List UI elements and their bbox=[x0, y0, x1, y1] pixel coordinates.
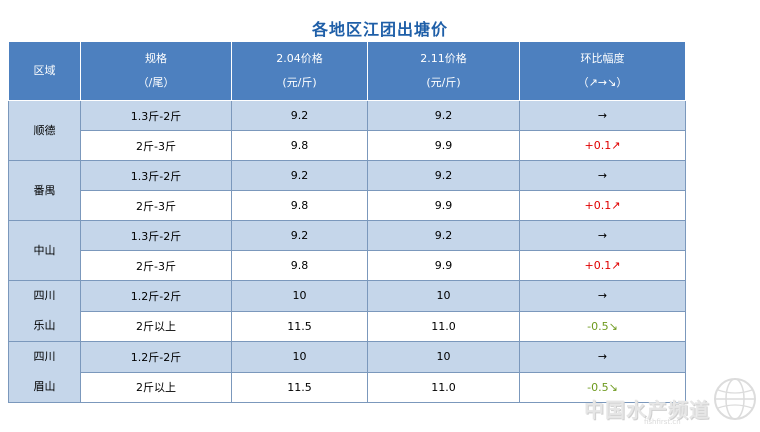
price-0204-cell: 9.8 bbox=[231, 190, 368, 221]
table-row: 顺德 1.3斤-2斤 9.2 9.2 → bbox=[8, 100, 686, 161]
spec-cell: 1.3斤-2斤 bbox=[80, 220, 232, 251]
change-cell: → bbox=[519, 160, 686, 191]
change-cell: +0.1↗ bbox=[519, 190, 686, 221]
change-cell: → bbox=[519, 220, 686, 251]
price-0211-cell: 9.2 bbox=[367, 160, 520, 191]
spec-cell: 1.2斤-2斤 bbox=[80, 280, 232, 312]
header-price-0211: 2.11价格 (元/斤) bbox=[367, 41, 520, 101]
price-0204-cell: 9.8 bbox=[231, 130, 368, 161]
header-region: 区域 bbox=[8, 41, 81, 101]
change-cell: -0.5↘ bbox=[519, 310, 686, 342]
price-0204-cell: 10 bbox=[231, 280, 368, 312]
price-0211-cell: 9.2 bbox=[367, 220, 520, 251]
table-row: 2斤-3斤 9.8 9.9 +0.1↗ bbox=[9, 190, 686, 221]
watermark-url: fishfirst.cn bbox=[644, 418, 681, 426]
price-0211-cell: 9.9 bbox=[367, 190, 520, 221]
region-cell: 中山 bbox=[8, 220, 81, 281]
spec-cell: 2斤以上 bbox=[80, 310, 232, 342]
table-row: 2斤-3斤 9.8 9.9 +0.1↗ bbox=[9, 250, 686, 281]
table-row: 2斤以上 11.5 11.0 -0.5↘ bbox=[9, 310, 686, 342]
price-0204-cell: 9.2 bbox=[231, 160, 368, 191]
header-row: 区域 规格 （/尾） 2.04价格 (元/斤) 2.11价格 (元/斤) 环比幅… bbox=[8, 41, 686, 101]
price-0204-cell: 9.2 bbox=[231, 100, 368, 131]
change-cell: +0.1↗ bbox=[519, 130, 686, 161]
watermark-text: 中国水产频道 bbox=[584, 398, 710, 422]
change-cell: -0.5↘ bbox=[519, 371, 686, 403]
price-0211-cell: 10 bbox=[367, 341, 520, 373]
change-cell: +0.1↗ bbox=[519, 250, 686, 281]
spec-cell: 2斤以上 bbox=[80, 371, 232, 403]
price-0211-cell: 9.2 bbox=[367, 100, 520, 131]
table-row: 中山 1.3斤-2斤 9.2 9.2 → bbox=[8, 220, 686, 281]
change-cell: → bbox=[519, 280, 686, 312]
price-0211-cell: 9.9 bbox=[367, 250, 520, 281]
page-title: 各地区江团出塘价 bbox=[311, 20, 448, 39]
region-cell: 四川 眉山 bbox=[8, 341, 81, 403]
spec-cell: 1.3斤-2斤 bbox=[80, 160, 232, 191]
change-cell: → bbox=[519, 341, 686, 373]
price-0211-cell: 9.9 bbox=[367, 130, 520, 161]
globe-icon bbox=[714, 378, 756, 420]
spec-cell: 2斤-3斤 bbox=[80, 250, 232, 281]
price-table: 区域 规格 （/尾） 2.04价格 (元/斤) 2.11价格 (元/斤) 环比幅… bbox=[8, 41, 686, 403]
watermark: 中国水产频道 fishfirst.cn bbox=[584, 376, 760, 428]
price-0204-cell: 11.5 bbox=[231, 371, 368, 403]
table-row: 2斤-3斤 9.8 9.9 +0.1↗ bbox=[9, 130, 686, 161]
region-cell: 顺德 bbox=[8, 100, 81, 161]
table-row: 四川 眉山 1.2斤-2斤 10 10 → bbox=[8, 341, 686, 403]
spec-cell: 2斤-3斤 bbox=[80, 130, 232, 161]
price-0204-cell: 9.8 bbox=[231, 250, 368, 281]
spec-cell: 1.3斤-2斤 bbox=[80, 100, 232, 131]
price-0204-cell: 10 bbox=[231, 341, 368, 373]
price-0211-cell: 11.0 bbox=[367, 310, 520, 342]
spec-cell: 1.2斤-2斤 bbox=[80, 341, 232, 373]
table-row: 番禺 1.3斤-2斤 9.2 9.2 → bbox=[8, 160, 686, 221]
region-cell: 番禺 bbox=[8, 160, 81, 221]
price-0211-cell: 11.0 bbox=[367, 371, 520, 403]
price-0211-cell: 10 bbox=[367, 280, 520, 312]
header-spec: 规格 （/尾） bbox=[80, 41, 232, 101]
change-cell: → bbox=[519, 100, 686, 131]
region-cell: 四川 乐山 bbox=[8, 280, 81, 342]
price-0204-cell: 11.5 bbox=[231, 310, 368, 342]
header-change: 环比幅度 （↗→↘） bbox=[519, 41, 686, 101]
header-price-0204: 2.04价格 (元/斤) bbox=[231, 41, 368, 101]
price-0204-cell: 9.2 bbox=[231, 220, 368, 251]
table-row: 四川 乐山 1.2斤-2斤 10 10 → bbox=[8, 280, 686, 342]
table-row: 2斤以上 11.5 11.0 -0.5↘ bbox=[9, 371, 686, 403]
spec-cell: 2斤-3斤 bbox=[80, 190, 232, 221]
